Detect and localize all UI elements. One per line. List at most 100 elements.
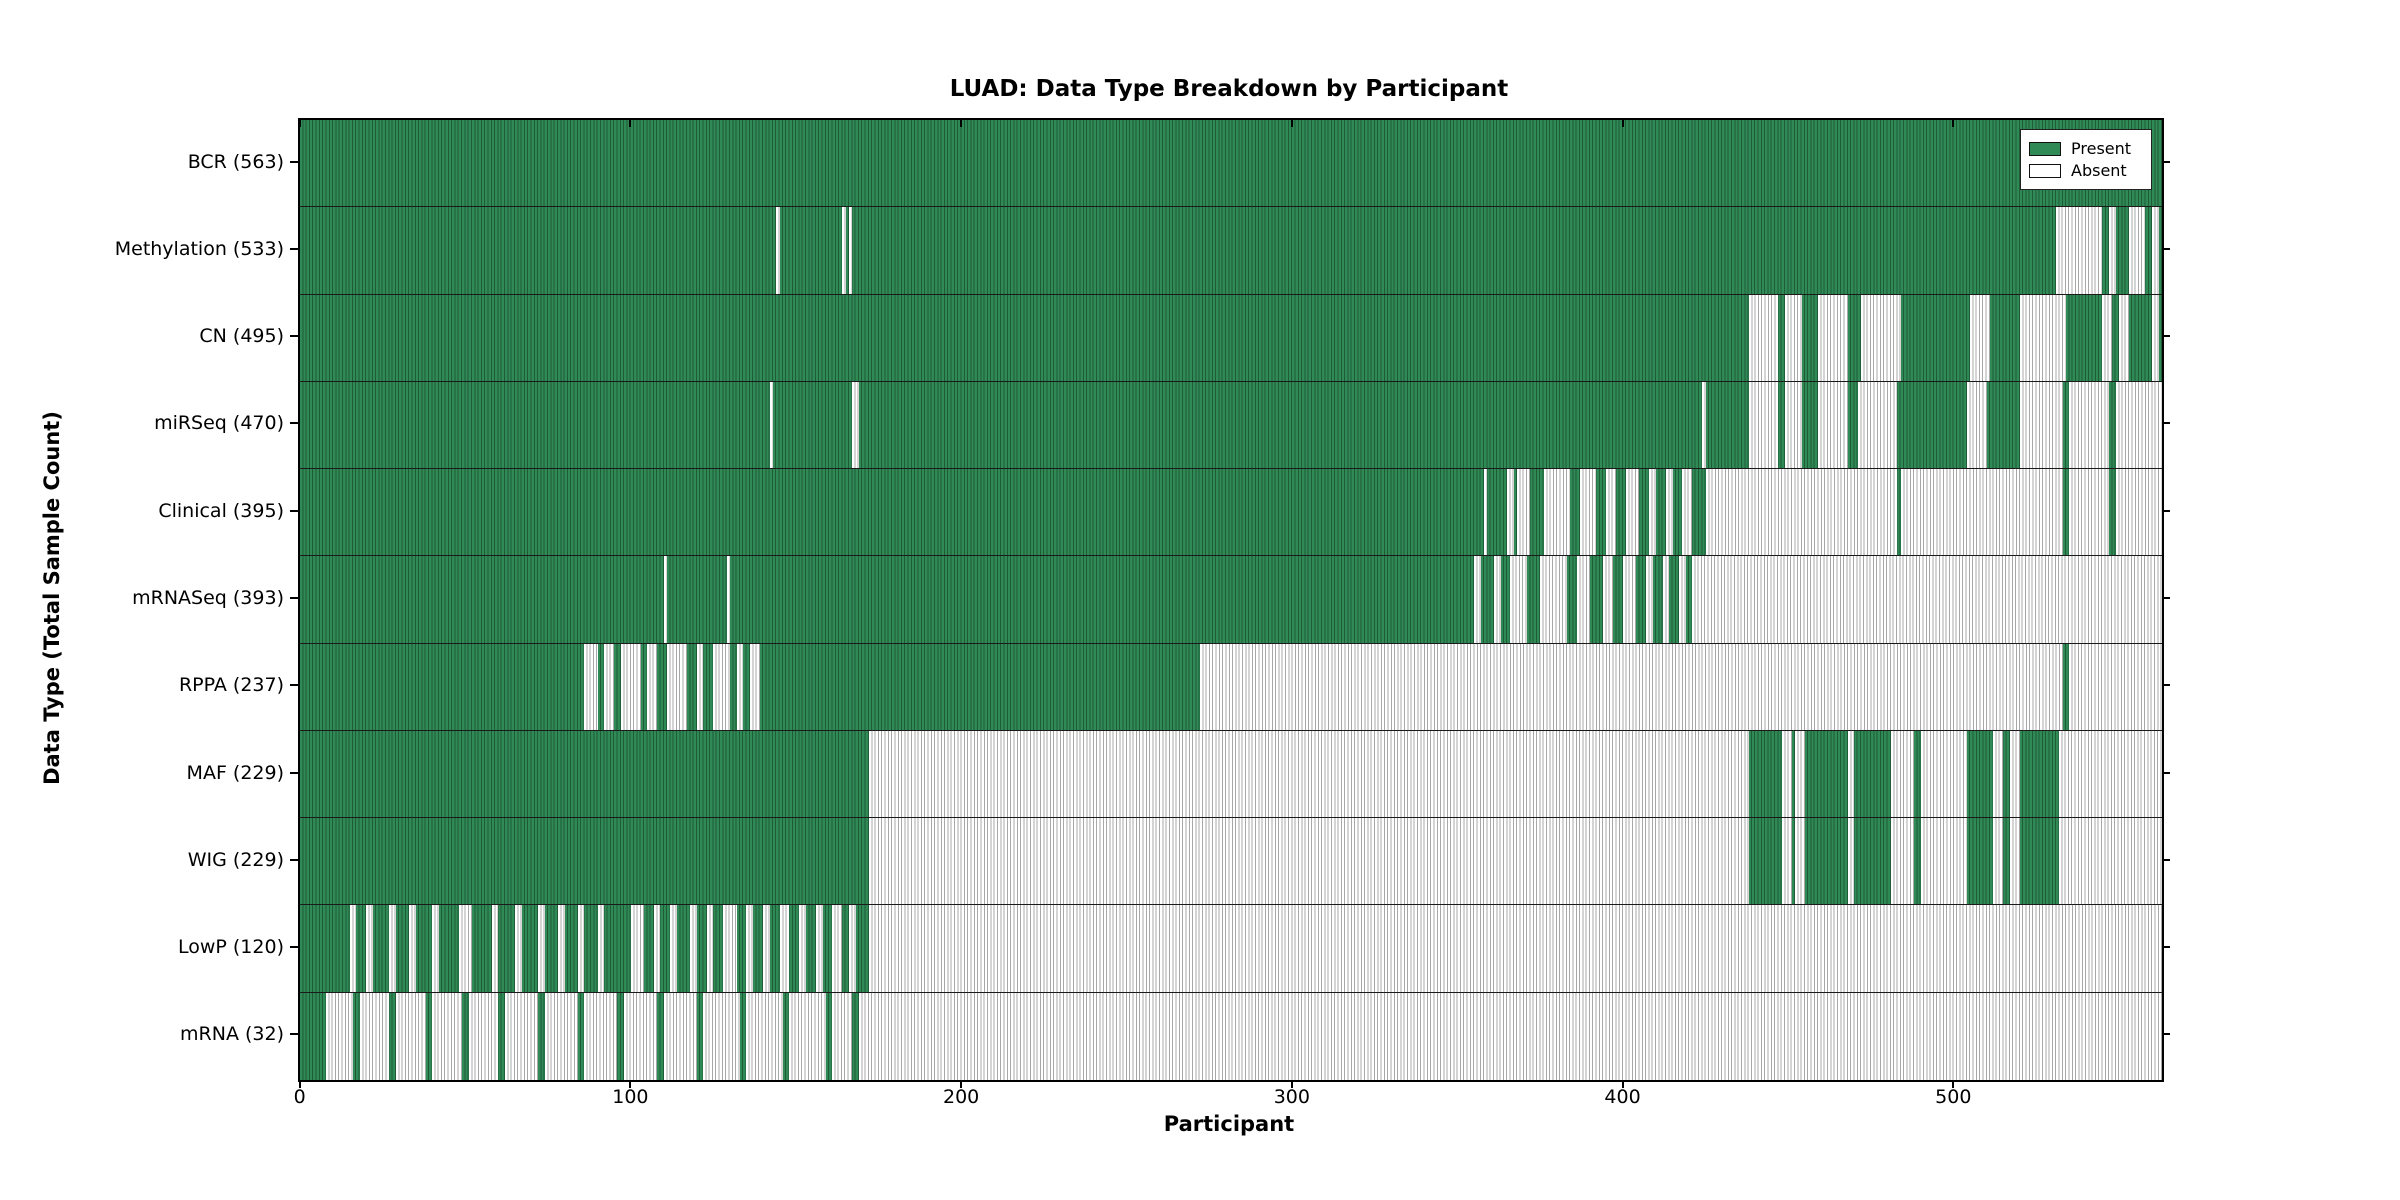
y-tick-mark	[2162, 946, 2170, 949]
absent-segment	[432, 992, 463, 1080]
y-tick-mark	[290, 946, 298, 949]
y-tick-mark	[2162, 247, 2170, 250]
absent-segment	[726, 556, 730, 643]
absent-segment	[706, 905, 714, 992]
absent-segment	[1993, 730, 2004, 818]
absent-segment	[597, 905, 605, 992]
absent-segment	[2069, 469, 2110, 556]
ytick-label-lowp: LowP (120)	[177, 936, 284, 959]
absent-segment	[1649, 469, 1656, 556]
absent-segment	[1626, 469, 1640, 556]
ytick-label-clinical: Clinical (395)	[158, 499, 284, 522]
xtick-label-500: 500	[1935, 1086, 1972, 1108]
absent-segment	[832, 992, 853, 1080]
absent-segment	[2128, 207, 2146, 294]
ytick-label-bcr: BCR (563)	[187, 150, 284, 173]
ytick-label-methylation: Methylation (533)	[114, 237, 284, 260]
absent-segment	[2009, 818, 2020, 905]
xtick-label-300: 300	[1273, 1086, 1310, 1108]
absent-segment	[2019, 381, 2063, 469]
absent-segment	[849, 207, 853, 294]
absent-segment	[1794, 818, 1805, 905]
y-tick-mark	[2162, 509, 2170, 512]
absent-segment	[1748, 294, 1779, 381]
absent-segment	[2115, 469, 2162, 556]
absent-segment	[769, 381, 773, 469]
y-tick-mark	[290, 1033, 298, 1036]
absent-segment	[2115, 381, 2162, 469]
row-wig	[300, 818, 2162, 906]
absent-segment	[366, 905, 373, 992]
absent-segment	[1507, 469, 1514, 556]
absent-segment	[663, 556, 668, 643]
absent-segment	[779, 905, 790, 992]
row-mrna	[300, 992, 2162, 1080]
absent-segment	[1474, 556, 1481, 643]
absent-segment	[776, 207, 780, 294]
absent-segment	[584, 643, 598, 730]
absent-segment	[789, 992, 826, 1080]
absent-segment	[1576, 556, 1590, 643]
absent-segment	[1517, 469, 1531, 556]
absent-segment	[746, 905, 754, 992]
legend-swatch-absent	[2029, 163, 2061, 178]
row-cn	[300, 294, 2162, 382]
x-tick-mark-bottom	[1952, 1080, 1955, 1088]
absent-segment	[746, 992, 783, 1080]
absent-segment	[2059, 818, 2162, 905]
y-tick-mark	[2162, 160, 2170, 163]
absent-segment	[1543, 469, 1570, 556]
absent-segment	[1579, 469, 1597, 556]
absent-segment	[1920, 818, 1967, 905]
absent-segment	[505, 992, 539, 1080]
absent-segment	[395, 992, 426, 1080]
absent-segment	[832, 905, 843, 992]
absent-segment	[1748, 381, 1779, 469]
y-tick-mark	[2162, 858, 2170, 861]
absent-segment	[620, 643, 641, 730]
y-tick-mark	[2162, 335, 2170, 338]
absent-segment	[1847, 730, 1855, 818]
x-tick-mark-top	[1290, 120, 1293, 127]
absent-segment	[1794, 730, 1805, 818]
row-lowp	[300, 905, 2162, 993]
row-mirseq	[300, 381, 2162, 470]
legend-label: Present	[2071, 139, 2132, 158]
ytick-label-rppa: RPPA (237)	[178, 674, 284, 697]
absent-segment	[763, 905, 770, 992]
absent-segment	[868, 730, 1749, 818]
absent-segment	[858, 992, 2162, 1080]
y-tick-mark	[2162, 771, 2170, 774]
absent-segment	[868, 818, 1749, 905]
xtick-label-400: 400	[1604, 1086, 1641, 1108]
absent-segment	[1662, 556, 1670, 643]
y-tick-mark	[290, 597, 298, 599]
x-tick-mark-bottom	[298, 1080, 301, 1088]
absent-segment	[2109, 207, 2116, 294]
absent-segment	[326, 992, 353, 1080]
absent-segment	[799, 905, 806, 992]
absent-segment	[359, 992, 390, 1080]
x-tick-mark-top	[629, 120, 632, 127]
y-tick-mark	[290, 422, 298, 425]
absent-segment	[1847, 818, 1855, 905]
absent-segment	[1199, 643, 2063, 730]
row-bcr	[300, 120, 2162, 208]
y-tick-mark	[2162, 1033, 2170, 1036]
absent-segment	[458, 905, 472, 992]
x-tick-mark-bottom	[629, 1080, 632, 1088]
y-tick-mark	[2162, 597, 2170, 599]
absent-segment	[1682, 469, 1693, 556]
row-mrnaseq	[300, 556, 2162, 644]
y-tick-mark	[290, 771, 298, 774]
legend-label: Absent	[2071, 161, 2127, 180]
xtick-label-0: 0	[293, 1086, 306, 1108]
absent-segment	[604, 643, 615, 730]
absent-segment	[690, 905, 697, 992]
legend-swatch-present	[2029, 141, 2061, 156]
absent-segment	[815, 905, 823, 992]
absent-segment	[1890, 818, 1914, 905]
absent-segment	[468, 992, 499, 1080]
y-tick-mark	[290, 684, 298, 687]
